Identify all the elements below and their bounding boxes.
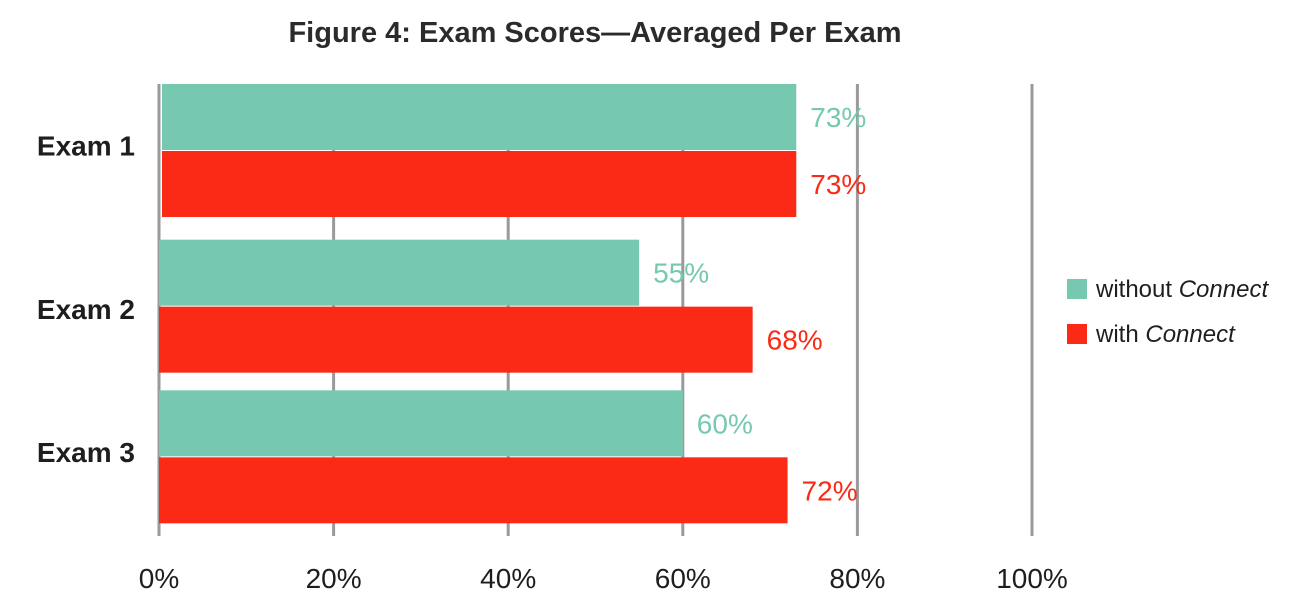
legend: without Connect with Connect (1067, 276, 1269, 348)
x-tick-label: 60% (655, 563, 711, 594)
bar-without-connect (162, 84, 797, 150)
bar-with-connect (159, 306, 753, 373)
data-label: 55% (653, 258, 709, 289)
data-label: 60% (697, 408, 753, 439)
legend-label: without Connect (1095, 276, 1269, 303)
category-label: Exam 1 (37, 131, 135, 162)
data-label: 72% (802, 475, 858, 506)
bar-without-connect (159, 390, 683, 457)
data-label: 73% (810, 169, 866, 200)
bars (159, 84, 797, 524)
bar-with-connect (162, 151, 797, 217)
legend-swatch (1067, 324, 1087, 344)
bar-without-connect (159, 239, 640, 306)
data-label: 68% (767, 325, 823, 356)
x-tick-label: 80% (829, 563, 885, 594)
chart-title: Figure 4: Exam Scores—Averaged Per Exam (288, 17, 901, 49)
x-tick-label: 40% (480, 563, 536, 594)
bar-with-connect (159, 457, 788, 524)
x-tick-label: 100% (996, 563, 1068, 594)
data-label: 73% (810, 102, 866, 133)
x-tick-label: 20% (306, 563, 362, 594)
x-tick-label: 0% (139, 563, 179, 594)
legend-swatch (1067, 279, 1087, 299)
legend-label: with Connect (1095, 321, 1236, 348)
labels: 0% 20% 40% 60% 80% 100% Exam 1 73% 73% Exam 2 55% 6… (37, 102, 1068, 594)
category-label: Exam 2 (37, 294, 135, 325)
category-label: Exam 3 (37, 437, 135, 468)
